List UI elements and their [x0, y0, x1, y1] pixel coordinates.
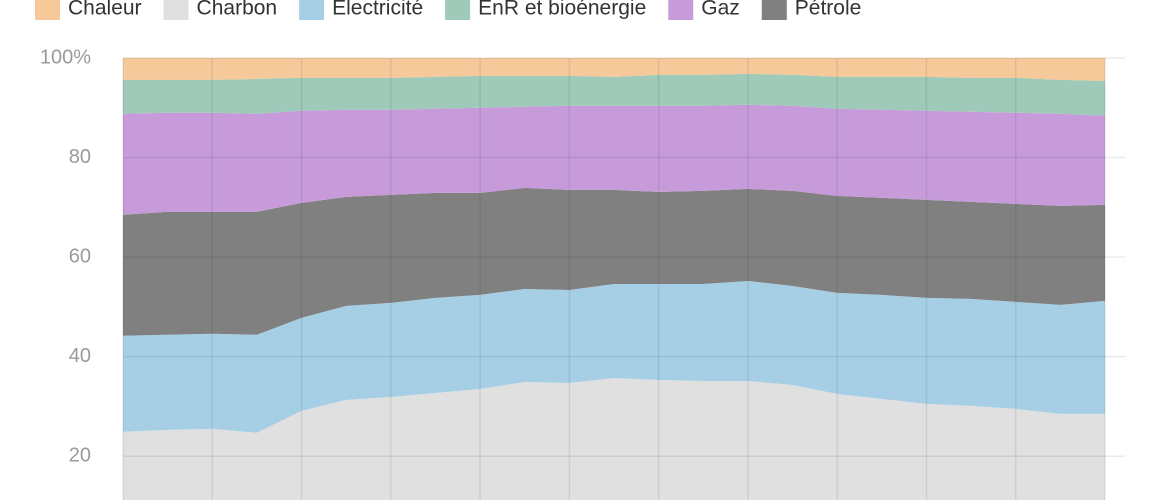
legend-label: Gaz — [701, 0, 740, 20]
area — [123, 58, 1105, 81]
plot-area — [123, 58, 1105, 500]
y-tick-label: 40 — [69, 345, 91, 367]
legend-swatch — [445, 0, 471, 20]
area — [123, 104, 1105, 215]
legend: Chaleur Charbon Électricité EnR et bioénerg… — [35, 0, 861, 20]
legend-swatch — [299, 0, 325, 20]
y-tick-label: 100% — [40, 46, 91, 68]
legend-label: Électricité — [332, 0, 423, 20]
area — [123, 378, 1105, 500]
legend-label: Charbon — [197, 0, 278, 20]
y-tick-label: 20 — [69, 444, 91, 466]
legend-swatch — [761, 0, 787, 20]
area — [123, 73, 1105, 116]
legend-swatch — [163, 0, 189, 20]
y-tick-label: 60 — [69, 245, 91, 267]
legend-swatch — [668, 0, 694, 20]
area — [123, 187, 1105, 336]
area — [123, 280, 1105, 433]
legend-swatch — [35, 0, 60, 20]
grid: 20 40 60 80 100% — [40, 46, 1125, 500]
legend-label: Pétrole — [795, 0, 862, 20]
y-tick-label: 80 — [69, 146, 91, 168]
legend-label: EnR et bioénergie — [478, 0, 646, 20]
legend-label: Chaleur — [68, 0, 142, 20]
